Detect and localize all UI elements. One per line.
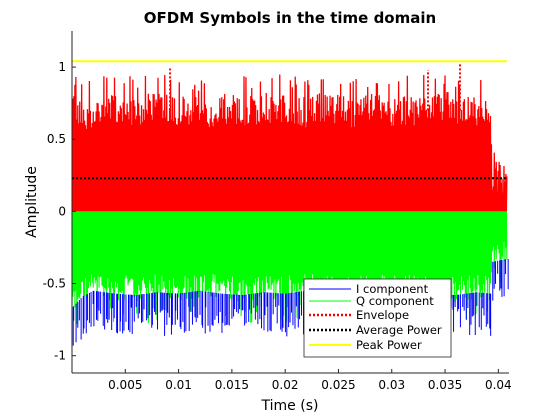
x-axis-label: Time (s) bbox=[261, 398, 319, 414]
legend-label-i-component: I component bbox=[356, 282, 429, 296]
legend-label-average-power: Average Power bbox=[356, 323, 442, 337]
chart-title: OFDM Symbols in the time domain bbox=[144, 9, 436, 27]
series-envelope-peaks bbox=[169, 62, 461, 111]
x-ticks: 0.005 0.01 0.015 0.02 0.025 0.03 0.035 0.04 bbox=[108, 369, 512, 392]
y-tick-label: -1 bbox=[54, 349, 66, 363]
legend-label-envelope: Envelope bbox=[356, 308, 409, 322]
y-tick-label: 1 bbox=[58, 60, 66, 74]
x-tick-label: 0.01 bbox=[165, 378, 192, 392]
legend: I component Q component Envelope Average… bbox=[303, 278, 452, 358]
legend-label-q-component: Q component bbox=[356, 294, 434, 308]
legend-item-q-component: Q component bbox=[309, 294, 434, 308]
legend-item-i-component: I component bbox=[309, 282, 429, 296]
legend-item-average-power: Average Power bbox=[309, 323, 442, 337]
legend-label-peak-power: Peak Power bbox=[356, 338, 422, 352]
axes bbox=[71, 31, 509, 374]
x-tick-label: 0.02 bbox=[272, 378, 299, 392]
y-tick-label: -0.5 bbox=[43, 277, 66, 291]
x-tick-label: 0.025 bbox=[321, 378, 355, 392]
data-layer bbox=[72, 60, 509, 346]
x-tick-label: 0.03 bbox=[378, 378, 405, 392]
legend-item-envelope: Envelope bbox=[309, 308, 409, 322]
legend-item-peak-power: Peak Power bbox=[309, 338, 422, 352]
y-tick-label: 0 bbox=[58, 204, 66, 218]
series-envelope bbox=[72, 74, 508, 212]
x-tick-label: 0.04 bbox=[485, 378, 512, 392]
y-tick-label: 0.5 bbox=[47, 132, 66, 146]
y-axis-label: Amplitude bbox=[24, 166, 40, 238]
y-ticks: -1 -0.5 0 0.5 1 bbox=[43, 60, 76, 363]
x-tick-label: 0.035 bbox=[428, 378, 462, 392]
x-tick-label: 0.005 bbox=[108, 378, 142, 392]
x-tick-label: 0.015 bbox=[215, 378, 249, 392]
